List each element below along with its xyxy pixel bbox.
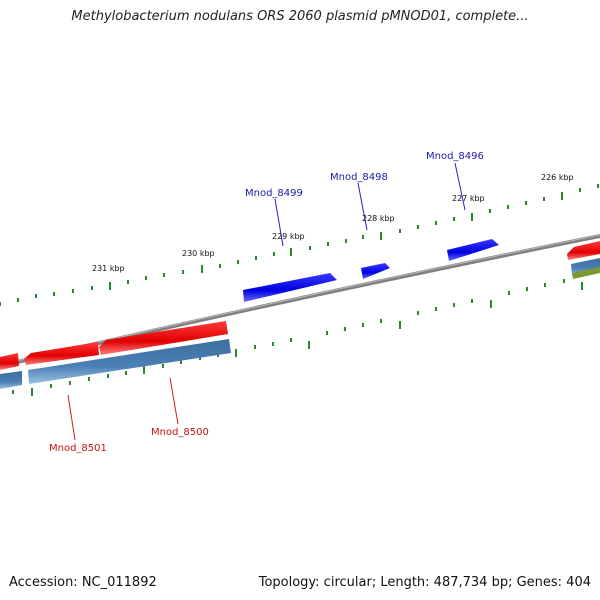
scale-label-230kbp: 230 kbp <box>182 249 215 258</box>
gene-mnod-8498[interactable] <box>361 263 390 279</box>
cds-track-main <box>28 339 231 384</box>
scale-label-231kbp: 231 kbp <box>92 264 125 273</box>
inner-tick-ring <box>12 279 583 396</box>
gene-mnod-8499[interactable] <box>243 273 337 302</box>
gene-label-mnod-8499[interactable]: Mnod_8499 <box>245 188 303 199</box>
scale-label-229kbp: 229 kbp <box>272 232 305 241</box>
label-leader-lines <box>67 162 466 441</box>
gene-label-mnod-8501[interactable]: Mnod_8501 <box>49 443 107 454</box>
cds-track-left-edge <box>0 371 22 389</box>
gene-mnod-8501[interactable] <box>24 342 99 365</box>
outer-tick-ring <box>0 184 599 306</box>
map-title: Methylobacterium nodulans ORS 2060 plasm… <box>71 9 529 24</box>
gene-right-edge[interactable] <box>567 241 600 260</box>
scale-label-228kbp: 228 kbp <box>362 214 395 223</box>
accession-text: Accession: NC_011892 <box>9 575 157 590</box>
gene-left-edge[interactable] <box>0 353 19 370</box>
scale-label-226kbp: 226 kbp <box>541 173 574 182</box>
topology-summary: Topology: circular; Length: 487,734 bp; … <box>258 575 591 590</box>
gene-mnod-8500[interactable] <box>99 321 228 355</box>
gene-label-mnod-8498[interactable]: Mnod_8498 <box>330 172 388 183</box>
gene-label-mnod-8496[interactable]: Mnod_8496 <box>426 151 484 162</box>
other-feature-track <box>572 267 600 279</box>
scale-label-227kbp: 227 kbp <box>452 194 485 203</box>
gene-label-mnod-8500[interactable]: Mnod_8500 <box>151 427 209 438</box>
gene-mnod-8496[interactable] <box>447 239 499 261</box>
